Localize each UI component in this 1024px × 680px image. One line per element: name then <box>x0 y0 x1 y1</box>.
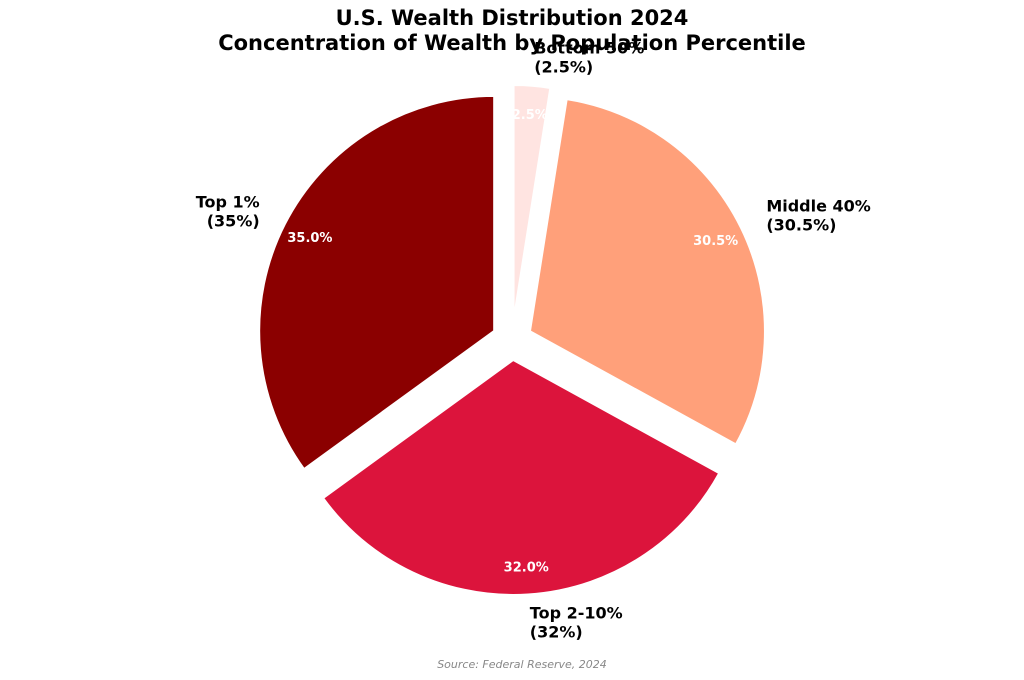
slice-percent-label-3: 2.5% <box>512 108 548 123</box>
slice-category-value-3: (2.5%) <box>534 58 593 77</box>
pie-slice-2 <box>528 97 766 446</box>
slice-category-value-0: (35%) <box>207 211 260 230</box>
slice-category-label-1: Top 2-10% (32%) <box>530 604 623 642</box>
slice-category-value-1: (32%) <box>530 623 583 642</box>
slice-category-name-1: Top 2-10% <box>530 604 623 623</box>
slice-category-label-3: Bottom 50% (2.5%) <box>534 39 644 77</box>
slice-category-name-0: Top 1% <box>196 192 260 211</box>
slice-percent-label-0: 35.0% <box>287 231 332 246</box>
chart-title: U.S. Wealth Distribution 2024 <box>336 6 689 30</box>
slice-category-label-2: Middle 40% (30.5%) <box>766 196 871 234</box>
pie-slices <box>258 84 766 596</box>
slice-percent-label-2: 30.5% <box>693 234 738 249</box>
pie-labels: 35.0% Top 1% (35%) 32.0% Top 2-10% (32%) 30.5%… <box>196 39 871 642</box>
slice-category-label-0: Top 1% (35%) <box>196 192 260 230</box>
pie-slice-3 <box>512 84 552 321</box>
chart-subtitle: Concentration of Wealth by Population Pe… <box>218 31 806 55</box>
slice-category-name-3: Bottom 50% <box>534 39 644 58</box>
slice-category-name-2: Middle 40% <box>766 196 871 215</box>
chart-source: Source: Federal Reserve, 2024 <box>437 658 607 671</box>
slice-percent-label-1: 32.0% <box>504 560 549 575</box>
pie-slice-0 <box>258 94 496 471</box>
slice-category-value-2: (30.5%) <box>766 215 836 234</box>
pie-slice-1 <box>321 358 721 596</box>
